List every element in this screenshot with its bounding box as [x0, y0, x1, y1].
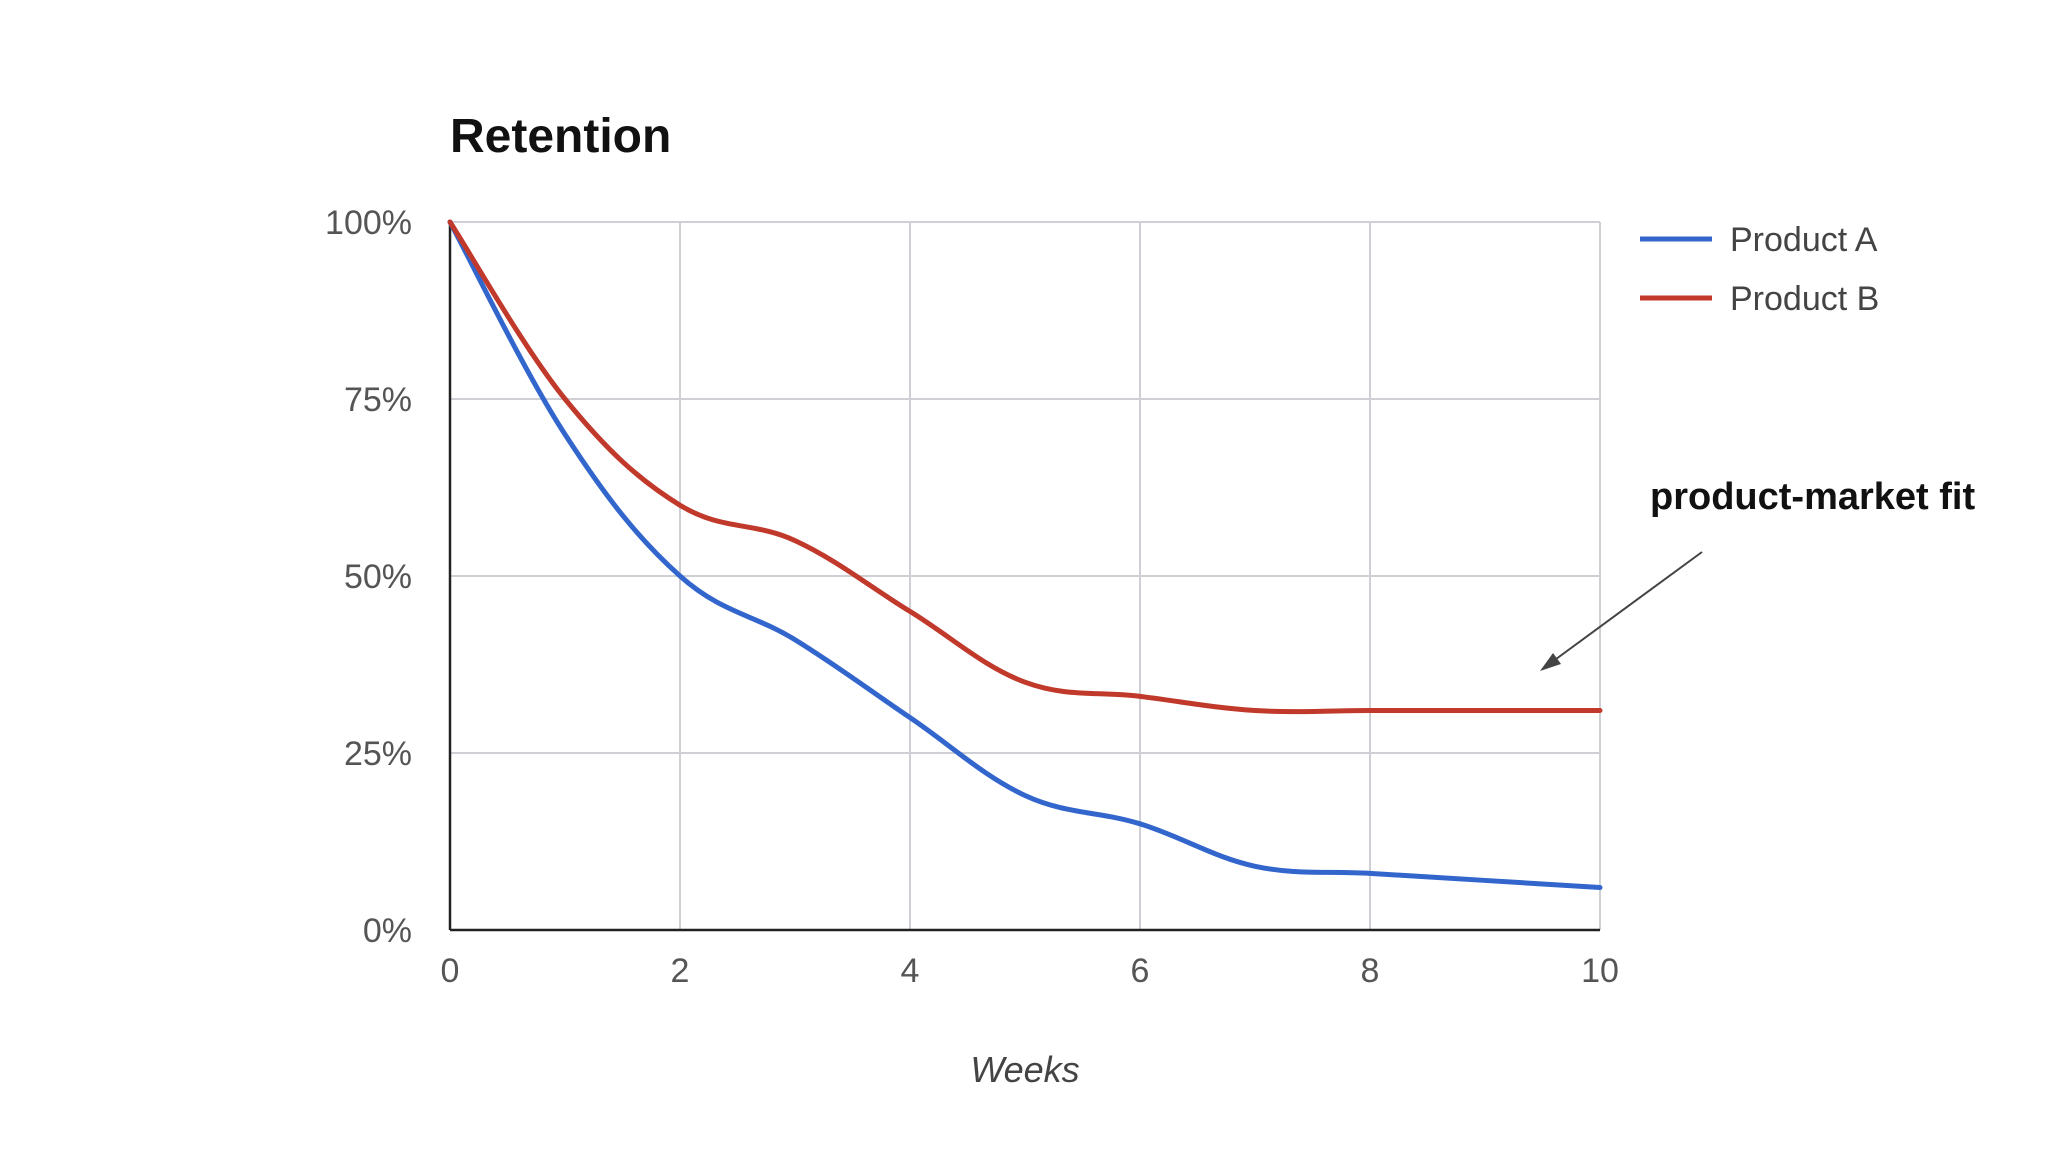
y-tick-label: 100% — [325, 204, 412, 242]
gridlines — [450, 221, 1601, 930]
y-tick-label: 25% — [344, 735, 412, 773]
y-tick-label: 50% — [344, 558, 412, 596]
x-tick-label: 4 — [901, 952, 920, 990]
x-tick-label: 10 — [1581, 952, 1619, 990]
y-tick-label: 75% — [344, 381, 412, 419]
annotation-arrowhead — [1540, 653, 1561, 671]
annotation-text: product-market fit — [1650, 476, 1975, 518]
x-axis-title: Weeks — [970, 1049, 1079, 1090]
chart-title: Retention — [450, 110, 671, 163]
series-line-product-b — [447, 219, 1603, 715]
axes — [448, 222, 1600, 932]
legend-label-product-b: Product B — [1730, 280, 1879, 318]
x-tick-label: 8 — [1361, 952, 1380, 990]
x-tick-label: 2 — [671, 952, 690, 990]
annotation: product-market fit — [1540, 476, 1975, 671]
legend-label-product-a: Product A — [1730, 221, 1878, 259]
series-lines — [447, 219, 1603, 891]
annotation-arrow-line — [1551, 551, 1703, 663]
series-line-product-a — [447, 219, 1603, 891]
x-tick-label: 0 — [441, 952, 460, 990]
y-tick-label: 0% — [363, 912, 412, 950]
tick-labels: 0% 25% 50% 75% 100% 0 2 4 6 8 10 — [325, 204, 1619, 990]
x-tick-label: 6 — [1131, 952, 1150, 990]
legend: Product A Product B — [1640, 221, 1879, 318]
